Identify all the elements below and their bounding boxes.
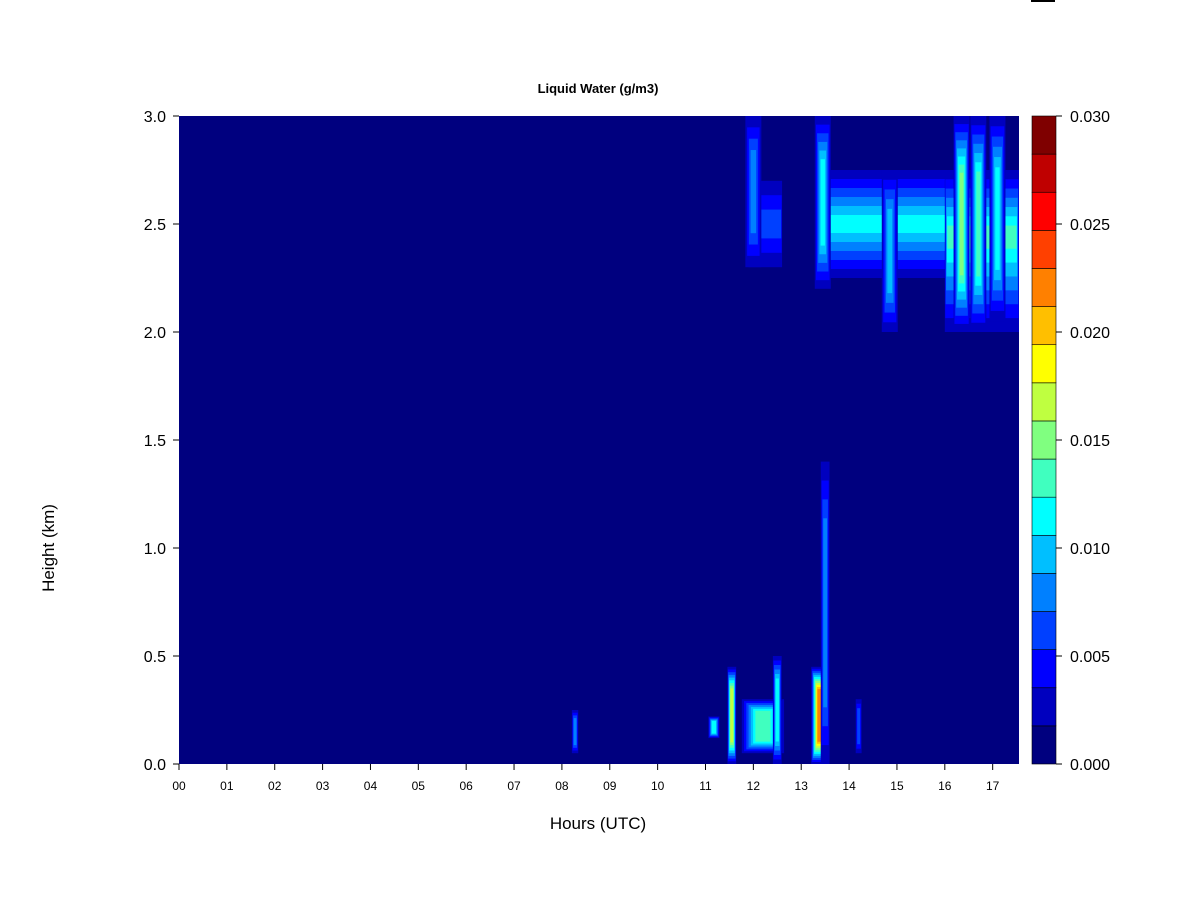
colorbar-swatch xyxy=(1031,496,1057,536)
x-tick-label: 05 xyxy=(412,779,426,793)
heatmap-cell xyxy=(775,678,779,742)
x-tick-label: 00 xyxy=(172,779,186,793)
y-axis: 0.0 0.5 1.0 1.5 2.0 2.5 3.0 xyxy=(144,109,179,774)
colorbar-tick-label: 0.010 xyxy=(1070,541,1110,558)
colorbar-swatch xyxy=(1031,687,1057,727)
y-tick-label: 0.0 xyxy=(144,757,166,774)
x-axis: 00 01 02 03 04 05 06 07 08 09 10 11 12 13 14 15 16 17 xyxy=(172,764,1000,793)
heatmap-feature-10 xyxy=(727,666,737,764)
y-tick-label: 0.5 xyxy=(144,649,166,666)
colorbar-swatch xyxy=(1031,611,1057,650)
x-tick-label: 08 xyxy=(555,779,569,793)
x-tick-label: 01 xyxy=(220,779,234,793)
x-tick-label: 16 xyxy=(938,779,952,793)
heatmap-feature-6 xyxy=(953,116,970,332)
colorbar-swatch xyxy=(1031,573,1057,612)
heatmap-cell xyxy=(750,150,757,234)
chart-title: Liquid Water (g/m3) xyxy=(538,81,659,96)
x-tick-label: 06 xyxy=(459,779,473,793)
heatmap-feature-4 xyxy=(814,116,831,289)
heatmap-feature-16 xyxy=(571,710,579,754)
y-tick-label: 1.0 xyxy=(144,541,166,558)
y-axis-label: Height (km) xyxy=(39,504,58,592)
colorbar-swatch xyxy=(1031,306,1057,346)
colorbar-swatch xyxy=(1031,344,1057,384)
y-tick-label: 2.5 xyxy=(144,217,166,234)
colorbar-swatch xyxy=(1031,191,1057,231)
heatmap-feature-5 xyxy=(881,170,898,332)
heatmap-cell xyxy=(959,172,964,276)
heatmap-cell xyxy=(730,688,734,743)
x-axis-label: Hours (UTC) xyxy=(550,814,646,833)
x-tick-label: 07 xyxy=(507,779,521,793)
colorbar-tick-label: 0.005 xyxy=(1070,649,1110,666)
heatmap-cell xyxy=(755,710,771,742)
colorbar-swatch xyxy=(1031,725,1057,765)
y-tick-label: 3.0 xyxy=(144,109,166,126)
x-tick-label: 04 xyxy=(364,779,378,793)
heatmap-feature-12 xyxy=(772,656,782,764)
x-tick-label: 03 xyxy=(316,779,330,793)
x-tick-label: 12 xyxy=(747,779,761,793)
x-tick-label: 15 xyxy=(890,779,904,793)
heatmap-cell xyxy=(573,718,577,746)
y-tick-label: 1.5 xyxy=(144,433,166,450)
colorbar-swatch xyxy=(1031,458,1057,498)
colorbar-swatch xyxy=(1031,153,1057,193)
x-tick-label: 17 xyxy=(986,779,1000,793)
heatmap-feature-8 xyxy=(989,116,1006,322)
x-tick-label: 02 xyxy=(268,779,282,793)
x-tick-label: 13 xyxy=(795,779,809,793)
colorbar-tick-label: 0.030 xyxy=(1070,109,1110,126)
colorbar-swatch xyxy=(1031,534,1057,574)
heatmap-cell xyxy=(823,518,828,708)
colorbar-swatch xyxy=(1031,420,1057,460)
heatmap-cell xyxy=(711,720,716,734)
colorbar-swatch xyxy=(1031,230,1057,269)
colorbar-swatch xyxy=(1031,382,1057,422)
heatmap-feature-9 xyxy=(708,716,720,739)
heatmap-feature-15 xyxy=(855,699,862,754)
heatmap-cell xyxy=(976,171,981,277)
heatmap-feature-3 xyxy=(745,116,762,268)
heatmap-cell xyxy=(887,208,893,294)
colorbar-swatch xyxy=(1031,115,1057,155)
colorbar-tick-label: 0.000 xyxy=(1070,757,1110,774)
colorbar-tick-label: 0.020 xyxy=(1070,325,1110,342)
heatmap-cell xyxy=(995,167,1000,270)
x-tick-label: 09 xyxy=(603,779,617,793)
x-tick-label: 14 xyxy=(842,779,856,793)
y-tick-label: 2.0 xyxy=(144,325,166,342)
x-tick-label: 10 xyxy=(651,779,665,793)
colorbar-swatch xyxy=(1031,649,1057,689)
heatmap-cell xyxy=(817,689,824,742)
colorbar: 0.000 0.005 0.010 0.015 0.020 0.025 0.030 xyxy=(1031,109,1110,774)
colorbar-tick-label: 0.025 xyxy=(1070,217,1110,234)
corner-mark xyxy=(1031,0,1055,2)
colorbar-swatch xyxy=(1031,268,1057,307)
plot-area xyxy=(179,116,1019,764)
colorbar-tick-label: 0.015 xyxy=(1070,433,1110,450)
heatmap-cell xyxy=(857,708,861,745)
heatmap-cell xyxy=(820,159,825,246)
x-tick-label: 11 xyxy=(699,779,712,793)
heatmap-feature-14 xyxy=(820,461,830,764)
heatmap-feature-7 xyxy=(970,116,987,332)
